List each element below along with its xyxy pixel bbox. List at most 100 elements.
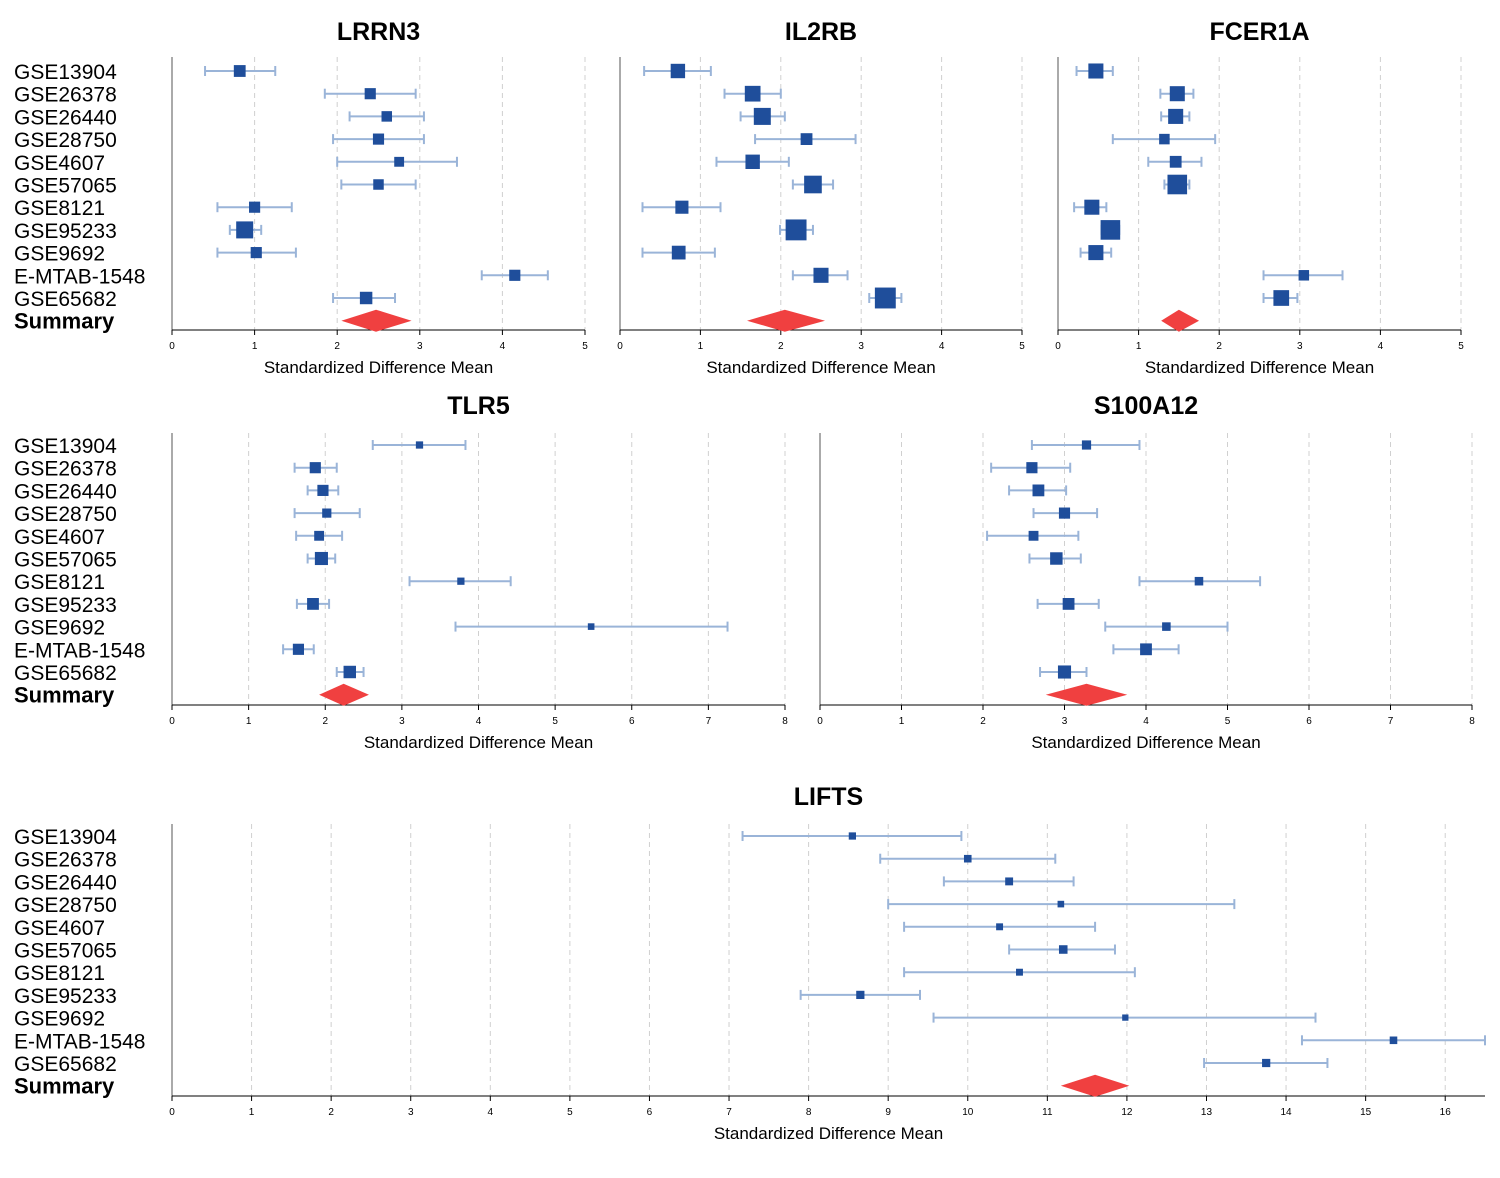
study-label: GSE26440 bbox=[14, 106, 117, 129]
point-estimate bbox=[1159, 133, 1170, 145]
point-estimate bbox=[233, 65, 246, 77]
study-label: GSE8121 bbox=[14, 197, 105, 220]
x-tick-label: 4 bbox=[939, 341, 945, 352]
point-estimate bbox=[309, 462, 321, 474]
study-label: GSE26440 bbox=[14, 871, 117, 894]
point-estimate bbox=[307, 598, 319, 610]
x-tick-label: 13 bbox=[1201, 1107, 1213, 1118]
study-label: GSE28750 bbox=[14, 894, 117, 917]
point-estimate bbox=[373, 179, 384, 190]
x-axis-label: Standardized Difference Mean bbox=[1145, 358, 1374, 377]
point-estimate bbox=[457, 577, 465, 585]
x-tick-label: 9 bbox=[885, 1107, 891, 1118]
point-estimate bbox=[372, 133, 385, 145]
study-label: GSE65682 bbox=[14, 288, 117, 311]
panel-title: TLR5 bbox=[447, 392, 510, 420]
point-estimate bbox=[364, 88, 376, 100]
point-estimate bbox=[1194, 576, 1204, 586]
panel-title: S100A12 bbox=[1094, 392, 1198, 420]
x-tick-label: 2 bbox=[1216, 341, 1222, 352]
point-estimate bbox=[813, 267, 829, 283]
summary-diamond bbox=[341, 309, 412, 332]
point-estimate bbox=[1140, 643, 1152, 656]
x-tick-label: 12 bbox=[1121, 1107, 1133, 1118]
point-estimate bbox=[322, 508, 332, 518]
x-tick-label: 8 bbox=[782, 716, 788, 727]
x-tick-label: 1 bbox=[1136, 341, 1142, 352]
point-estimate bbox=[671, 245, 686, 260]
point-estimate bbox=[670, 63, 686, 79]
point-estimate bbox=[804, 175, 822, 194]
study-label: GSE28750 bbox=[14, 129, 117, 152]
x-tick-label: 3 bbox=[417, 341, 423, 352]
point-estimate bbox=[1162, 622, 1171, 631]
point-estimate bbox=[1028, 530, 1039, 541]
point-estimate bbox=[1088, 245, 1104, 261]
x-tick-label: 7 bbox=[706, 716, 712, 727]
point-estimate bbox=[1168, 108, 1184, 124]
point-estimate bbox=[963, 854, 972, 863]
study-label: GSE8121 bbox=[14, 571, 105, 594]
summary-diamond bbox=[319, 683, 369, 706]
point-estimate bbox=[1167, 174, 1188, 195]
study-label: GSE26440 bbox=[14, 480, 117, 503]
forest-panel-lrrn3: 0 1 2 3 4 5 Standardized Difference Mean LRRN3 G… bbox=[14, 18, 588, 377]
point-estimate bbox=[394, 156, 405, 167]
study-label: GSE95233 bbox=[14, 220, 117, 243]
x-tick-label: 5 bbox=[1019, 341, 1025, 352]
point-estimate bbox=[1273, 290, 1290, 306]
point-estimate bbox=[1389, 1036, 1398, 1045]
point-estimate bbox=[1062, 598, 1075, 610]
study-label: GSE13904 bbox=[14, 61, 117, 84]
summary-diamond bbox=[747, 309, 826, 332]
x-axis-label: Standardized Difference Mean bbox=[706, 358, 935, 377]
x-tick-label: 0 bbox=[169, 1107, 175, 1118]
x-tick-label: 15 bbox=[1360, 1107, 1372, 1118]
forest-panel-tlr5: 0 1 2 3 4 5 6 7 8 Standardized Difference Mean TLR… bbox=[14, 392, 788, 752]
point-estimate bbox=[874, 287, 896, 309]
study-label: GSE8121 bbox=[14, 962, 105, 985]
point-estimate bbox=[359, 291, 373, 305]
panel-title: FCER1A bbox=[1209, 18, 1309, 46]
x-tick-label: 4 bbox=[1143, 716, 1149, 727]
point-estimate bbox=[1050, 552, 1063, 565]
point-estimate bbox=[1005, 877, 1014, 886]
x-tick-label: 4 bbox=[488, 1107, 494, 1118]
forest-panel-fcer1a: 0 1 2 3 4 5 Standardized Difference Mean FCER1A bbox=[1055, 18, 1464, 377]
point-estimate bbox=[250, 247, 262, 259]
point-estimate bbox=[1057, 665, 1072, 679]
point-estimate bbox=[1084, 199, 1100, 215]
point-estimate bbox=[744, 85, 761, 102]
panel-title: IL2RB bbox=[785, 18, 857, 46]
point-estimate bbox=[1058, 507, 1071, 519]
x-tick-label: 2 bbox=[334, 341, 340, 352]
point-estimate bbox=[996, 923, 1004, 931]
point-estimate bbox=[1088, 63, 1104, 79]
point-estimate bbox=[1058, 945, 1068, 954]
point-estimate bbox=[856, 990, 865, 1000]
panel-title: LIFTS bbox=[794, 783, 863, 811]
study-label: GSE57065 bbox=[14, 549, 117, 572]
x-axis-label: Standardized Difference Mean bbox=[264, 358, 493, 377]
summary-diamond bbox=[1045, 683, 1128, 706]
x-tick-label: 2 bbox=[778, 341, 784, 352]
x-tick-label: 3 bbox=[858, 341, 864, 352]
study-label: GSE4607 bbox=[14, 917, 105, 940]
x-tick-label: 4 bbox=[1378, 341, 1384, 352]
study-label: GSE13904 bbox=[14, 435, 117, 458]
x-tick-label: 7 bbox=[726, 1107, 732, 1118]
point-estimate bbox=[1169, 155, 1182, 168]
study-label: E-MTAB-1548 bbox=[14, 1030, 146, 1053]
summary-label: Summary bbox=[14, 309, 115, 334]
x-tick-label: 5 bbox=[582, 341, 588, 352]
x-tick-label: 1 bbox=[899, 716, 905, 727]
x-tick-label: 0 bbox=[1055, 341, 1061, 352]
study-label: GSE26378 bbox=[14, 458, 117, 481]
study-label: GSE9692 bbox=[14, 243, 105, 266]
x-tick-label: 2 bbox=[328, 1107, 334, 1118]
study-label: GSE4607 bbox=[14, 526, 105, 549]
point-estimate bbox=[753, 107, 771, 125]
point-estimate bbox=[1100, 220, 1121, 240]
x-tick-label: 4 bbox=[500, 341, 506, 352]
